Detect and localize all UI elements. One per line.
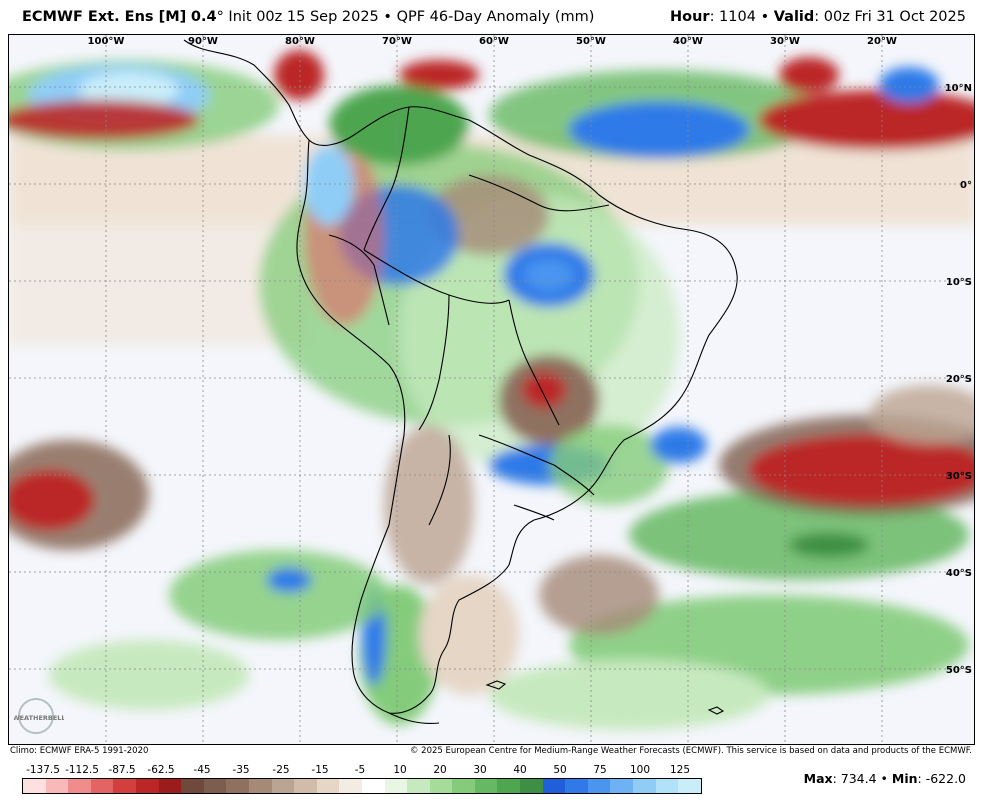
colorbar-label: -87.5 — [108, 764, 136, 776]
copyright-note: © 2025 European Centre for Medium-Range … — [409, 746, 972, 756]
colorbar-swatch — [610, 779, 634, 793]
colorbar: -137.5 -112.5 -87.5 -62.5 -45 -35 -25 -15 -5 10 20… — [22, 762, 702, 796]
colorbar-label: 30 — [473, 764, 487, 776]
separator: • — [760, 9, 770, 25]
lon-label: 30°W — [770, 36, 800, 47]
longitude-labels: 100°W 90°W 80°W 70°W 60°W 50°W 40°W 30°W… — [88, 36, 897, 47]
colorbar-swatch — [271, 779, 295, 793]
lon-label: 100°W — [88, 36, 125, 47]
colorbar-swatch — [113, 779, 136, 793]
colorbar-label: -112.5 — [65, 764, 99, 776]
lat-label: 10°N — [945, 83, 972, 94]
colorbar-swatch — [248, 779, 272, 793]
valid-value: : 00z Fri 31 Oct 2025 — [814, 9, 966, 25]
colorbar-swatch — [474, 779, 498, 793]
colorbar-swatch — [587, 779, 611, 793]
colorbar-swatch — [520, 779, 543, 793]
model-name: ECMWF Ext. Ens [M] — [22, 9, 187, 25]
separator: • — [880, 771, 888, 786]
max-value: : 734.4 — [832, 771, 877, 786]
colorbar-label: -25 — [272, 764, 290, 776]
colorbar-label: -45 — [193, 764, 211, 776]
colorbar-label: 40 — [513, 764, 527, 776]
colorbar-swatch — [181, 779, 204, 793]
degree-symbol: ° — [216, 9, 224, 25]
lat-label: 10°S — [946, 277, 972, 288]
lon-label: 20°W — [867, 36, 897, 47]
coastlines — [183, 39, 738, 724]
header: ECMWF Ext. Ens [M] 0.4° Init 00z 15 Sep … — [0, 0, 984, 34]
colorbar-label: -137.5 — [26, 764, 60, 776]
colorbar-swatch — [90, 779, 114, 793]
colorbar-label: 10 — [393, 764, 407, 776]
colorbar-label: 125 — [669, 764, 691, 776]
colorbar-label: 100 — [629, 764, 651, 776]
lon-label: 60°W — [479, 36, 509, 47]
hour-value: : 1104 — [709, 9, 756, 25]
hour-label: Hour — [669, 9, 710, 25]
colorbar-swatch — [633, 779, 656, 793]
lon-label: 50°W — [576, 36, 606, 47]
colorbar-swatch — [655, 779, 679, 793]
colorbar-swatch — [45, 779, 69, 793]
colorbar-label: -35 — [232, 764, 250, 776]
lon-label: 80°W — [285, 36, 315, 47]
lon-label: 40°W — [673, 36, 703, 47]
colorbar-labels: -137.5 -112.5 -87.5 -62.5 -45 -35 -25 -15 -5 10 20… — [22, 764, 702, 778]
weatherbell-logo: WEATHERBELL — [14, 698, 64, 734]
colorbar-swatch — [23, 779, 46, 793]
separator: • — [383, 9, 392, 25]
lat-label: 20°S — [946, 374, 972, 385]
colorbar-swatches — [22, 778, 702, 794]
colorbar-swatch — [542, 779, 566, 793]
valid-info: Hour: 1104 • Valid: 00z Fri 31 Oct 2025 — [670, 9, 966, 25]
colorbar-swatch — [407, 779, 430, 793]
colorbar-swatch — [384, 779, 408, 793]
colorbar-label: 75 — [593, 764, 607, 776]
valid-label: Valid — [773, 9, 815, 25]
lat-label: 30°S — [946, 471, 972, 482]
product-name: QPF 46-Day Anomaly (mm) — [396, 9, 595, 25]
colorbar-label: -62.5 — [147, 764, 175, 776]
colorbar-label: 50 — [553, 764, 567, 776]
lat-label: 50°S — [946, 665, 972, 676]
colorbar-swatch — [158, 779, 182, 793]
colorbar-swatch — [497, 779, 521, 793]
min-label: Min — [891, 771, 918, 786]
map-panel: 100°W 90°W 80°W 70°W 60°W 50°W 40°W 30°W… — [8, 34, 975, 745]
colorbar-swatch — [361, 779, 385, 793]
lon-label: 90°W — [188, 36, 218, 47]
latitude-labels: 10°N 0° 10°S 20°S 30°S 40°S 50°S — [945, 83, 972, 676]
colorbar-swatch — [294, 779, 317, 793]
init-time: Init 00z 15 Sep 2025 — [228, 9, 379, 25]
colorbar-swatch — [429, 779, 453, 793]
colorbar-swatch — [135, 779, 159, 793]
colorbar-label: -5 — [354, 764, 366, 776]
anomaly-shading — [9, 50, 974, 730]
colorbar-label: -15 — [311, 764, 329, 776]
colorbar-swatch — [678, 779, 701, 793]
colorbar-swatch — [68, 779, 91, 793]
graticule — [9, 35, 974, 744]
lon-label: 70°W — [382, 36, 412, 47]
max-min-stats: Max: 734.4 • Min: -622.0 — [804, 771, 966, 786]
lat-label: 0° — [960, 180, 972, 191]
colorbar-swatch — [565, 779, 588, 793]
colorbar-swatch — [339, 779, 362, 793]
anomaly-map: 100°W 90°W 80°W 70°W 60°W 50°W 40°W 30°W… — [9, 35, 974, 744]
colorbar-label: 20 — [433, 764, 447, 776]
min-value: : -622.0 — [917, 771, 966, 786]
max-label: Max — [803, 771, 833, 786]
colorbar-swatch — [452, 779, 475, 793]
colorbar-swatch — [226, 779, 249, 793]
colorbar-swatch — [203, 779, 227, 793]
lat-label: 40°S — [946, 568, 972, 579]
climo-note: Climo: ECMWF ERA-5 1991-2020 — [10, 746, 149, 756]
svg-text:WEATHERBELL: WEATHERBELL — [14, 714, 64, 722]
model-resolution: 0.4 — [190, 9, 217, 25]
map-title: ECMWF Ext. Ens [M] 0.4° Init 00z 15 Sep … — [22, 9, 594, 25]
colorbar-swatch — [316, 779, 340, 793]
